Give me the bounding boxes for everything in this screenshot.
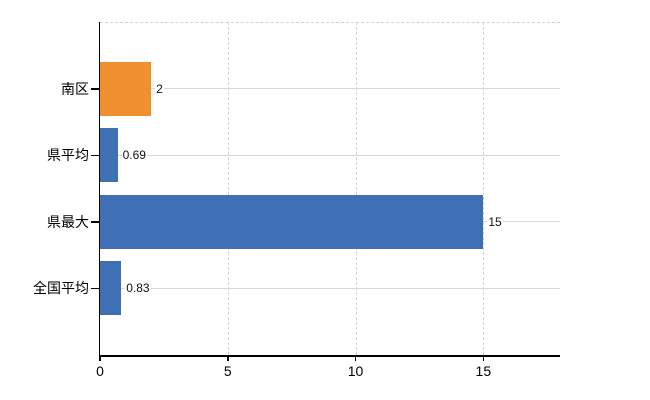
- category-label: 県最大: [47, 213, 89, 230]
- x-tick-label: 10: [347, 363, 364, 379]
- vertical-gridline: [227, 22, 229, 355]
- category-tick: [91, 154, 100, 157]
- x-tick-label: 0: [96, 363, 104, 379]
- bar: [100, 128, 118, 183]
- category-label: 全国平均: [33, 280, 89, 297]
- vertical-gridline: [483, 22, 485, 355]
- bar-value-label: 15: [487, 214, 503, 229]
- category-label: 県平均: [47, 147, 89, 164]
- category-label: 南区: [61, 80, 89, 97]
- x-tick: [99, 355, 101, 361]
- horizontal-gridline: [100, 287, 560, 289]
- bar-value-label: 2: [155, 81, 164, 96]
- bar-value-label: 0.69: [121, 148, 147, 163]
- x-axis-line: [98, 355, 560, 357]
- x-tick: [354, 355, 357, 361]
- x-tick-label: 15: [475, 363, 492, 379]
- vertical-gridline: [355, 22, 357, 355]
- horizontal-gridline: [100, 154, 560, 156]
- horizontal-gridline: [100, 88, 560, 90]
- bar: [100, 61, 152, 116]
- bar-value-label: 0.83: [125, 281, 151, 296]
- y-axis-line: [98, 22, 100, 355]
- bar: [100, 261, 122, 316]
- x-tick-label: 5: [223, 363, 232, 379]
- category-tick: [91, 88, 100, 90]
- category-tick: [91, 287, 100, 290]
- bar: [100, 194, 484, 249]
- x-tick: [482, 355, 485, 361]
- category-tick: [91, 221, 100, 223]
- plot-top-border: [100, 22, 560, 23]
- x-tick: [227, 355, 229, 361]
